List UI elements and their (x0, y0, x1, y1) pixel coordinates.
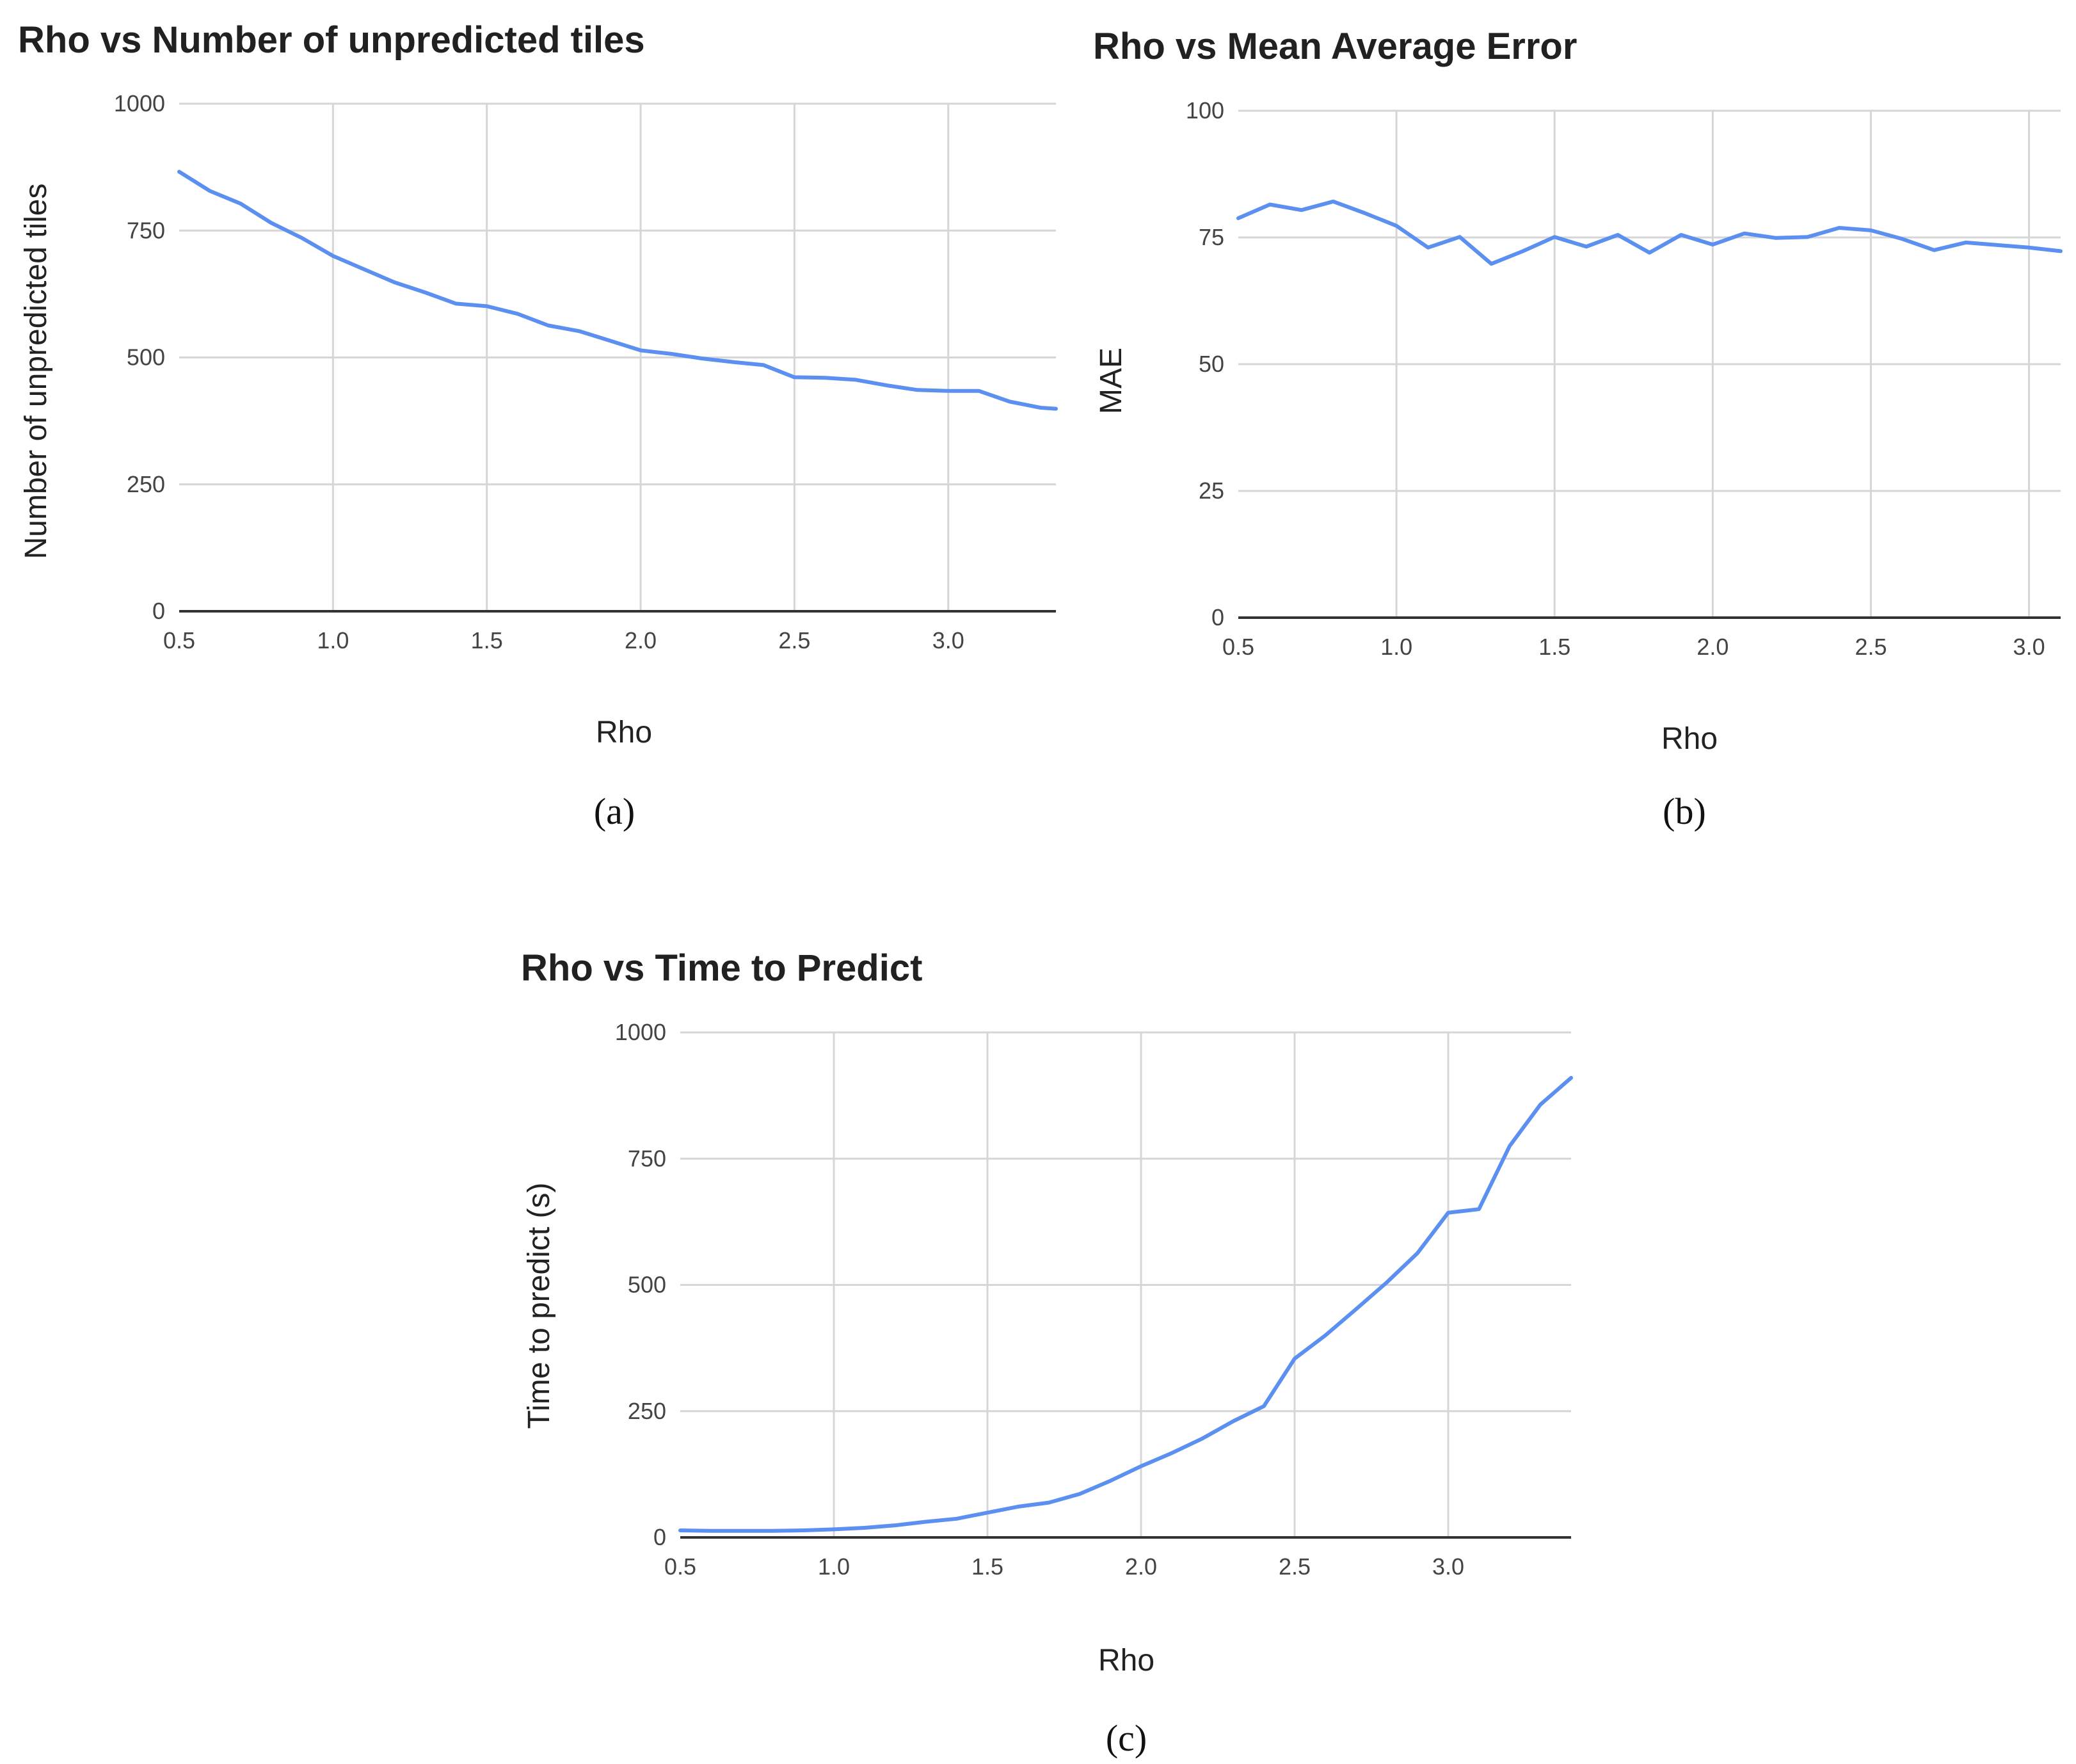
caption-b: (b) (1663, 790, 1706, 832)
chart-mae: Rho vs Mean Average Error 0 25 50 75 100 0.5… (1093, 26, 2063, 832)
x-tick-label: 1.0 (818, 1553, 850, 1580)
y-tick-label: 0 (653, 1524, 666, 1550)
caption-a: (a) (594, 790, 635, 832)
y-axis-label: MAE (1094, 348, 1128, 414)
x-axis-label: Rho (1661, 722, 1718, 756)
x-tick-label: 2.0 (1125, 1553, 1157, 1580)
y-axis-label: Number of unpredicted tiles (19, 184, 53, 559)
y-tick-labels: 0 25 50 75 100 (1186, 97, 1224, 630)
x-tick-label: 3.0 (1432, 1553, 1464, 1580)
x-axis-label: Rho (596, 716, 652, 750)
caption-c: (c) (1106, 1717, 1147, 1759)
y-tick-label: 250 (628, 1398, 666, 1424)
x-tick-label: 2.0 (1697, 634, 1729, 660)
x-tick-label: 2.5 (1279, 1553, 1311, 1580)
x-tick-label: 3.0 (932, 627, 964, 653)
y-tick-label: 75 (1199, 224, 1224, 250)
x-tick-label: 1.0 (317, 627, 349, 653)
x-tick-label: 1.5 (471, 627, 503, 653)
y-tick-label: 750 (127, 217, 165, 243)
y-tick-label: 25 (1199, 477, 1224, 504)
x-tick-label: 1.5 (1538, 634, 1570, 660)
x-tick-labels: 0.5 1.0 1.5 2.0 2.5 3.0 (1222, 634, 2045, 660)
x-axis-label: Rho (1098, 1644, 1154, 1678)
y-tick-labels: 0 250 500 750 1000 (615, 1019, 666, 1550)
y-tick-label: 250 (127, 471, 165, 497)
x-tick-labels: 0.5 1.0 1.5 2.0 2.5 3.0 (664, 1553, 1464, 1580)
series (678, 1076, 1573, 1533)
chart-title: Rho vs Number of unpredicted tiles (18, 19, 645, 61)
grid (179, 102, 1056, 611)
series-line (678, 1076, 1573, 1533)
y-tick-label: 0 (1211, 604, 1224, 630)
x-tick-label: 0.5 (163, 627, 195, 653)
x-tick-label: 3.0 (2013, 634, 2045, 660)
x-tick-label: 2.5 (778, 627, 810, 653)
x-tick-label: 0.5 (664, 1553, 696, 1580)
series-line (177, 170, 1058, 411)
x-tick-labels: 0.5 1.0 1.5 2.0 2.5 3.0 (163, 627, 964, 653)
chart-title: Rho vs Mean Average Error (1093, 26, 1577, 67)
y-tick-label: 1000 (114, 90, 165, 116)
y-axis-label: Time to predict (s) (522, 1183, 556, 1429)
y-tick-label: 0 (152, 598, 165, 624)
series (177, 170, 1058, 411)
x-tick-label: 2.0 (625, 627, 657, 653)
x-tick-label: 0.5 (1222, 634, 1254, 660)
chart-time-to-predict: Rho vs Time to Predict 0 250 500 750 1000 0.… (521, 947, 1573, 1759)
series (1236, 199, 2063, 266)
grid (1238, 109, 2061, 618)
x-tick-label: 1.0 (1380, 634, 1412, 660)
series-line (1236, 199, 2063, 266)
x-tick-label: 1.5 (971, 1553, 1003, 1580)
chart-title: Rho vs Time to Predict (521, 947, 922, 989)
x-tick-label: 2.5 (1855, 634, 1887, 660)
y-tick-label: 500 (127, 344, 165, 371)
chart-unpredicted-tiles: Rho vs Number of unpredicted tiles 0 250 5… (18, 19, 1058, 832)
y-tick-label: 1000 (615, 1019, 666, 1045)
y-tick-label: 500 (628, 1272, 666, 1298)
y-tick-label: 50 (1199, 351, 1224, 377)
y-tick-label: 100 (1186, 97, 1224, 124)
grid (680, 1031, 1571, 1537)
y-tick-labels: 0 250 500 750 1000 (114, 90, 165, 624)
y-tick-label: 750 (628, 1145, 666, 1171)
